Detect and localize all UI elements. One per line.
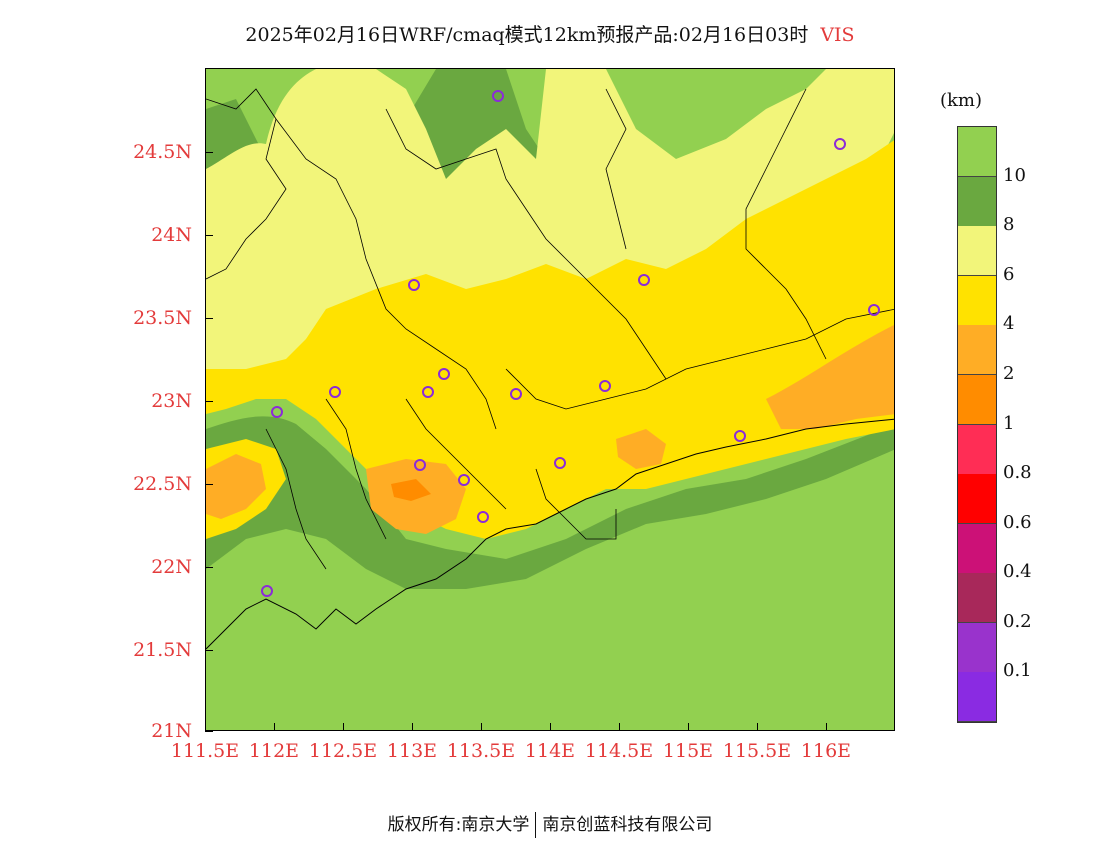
x-tick-label: 113.5E — [446, 740, 516, 762]
x-tick — [205, 723, 206, 731]
colorbar-segment — [958, 176, 996, 227]
x-tick — [412, 723, 413, 731]
y-tick-label: 21N — [151, 720, 192, 742]
y-tick-label: 22.5N — [133, 473, 192, 495]
y-tick — [205, 152, 213, 153]
colorbar-level-label: 10 — [1003, 164, 1026, 186]
x-tick-label: 115E — [662, 740, 714, 762]
colorbar-level-label: 8 — [1003, 214, 1015, 236]
colorbar-segment — [958, 672, 996, 723]
colorbar-segment — [958, 127, 996, 178]
footer-right: 南京创蓝科技有限公司 — [542, 815, 713, 835]
y-tick-label: 23.5N — [133, 307, 192, 329]
title-variable: VIS — [820, 24, 855, 46]
x-tick — [619, 723, 620, 731]
colorbar-level-label: 1 — [1003, 412, 1015, 434]
station-marker[interactable] — [638, 274, 650, 286]
station-marker[interactable] — [438, 368, 450, 380]
y-tick — [205, 318, 213, 319]
x-tick-label: 112E — [248, 740, 300, 762]
colorbar-segment — [958, 275, 996, 326]
station-marker[interactable] — [554, 457, 566, 469]
y-tick-label: 21.5N — [133, 639, 192, 661]
colorbar-level-label: 0.1 — [1003, 660, 1032, 682]
x-tick — [757, 723, 758, 731]
station-marker[interactable] — [408, 279, 420, 291]
colorbar-level-label: 6 — [1003, 263, 1015, 285]
colorbar — [957, 126, 997, 723]
y-tick — [205, 731, 213, 732]
vis-band-2-4 — [206, 454, 266, 519]
footer-separator — [535, 812, 537, 838]
y-tick-label: 24N — [151, 224, 192, 246]
x-tick-label: 115.5E — [722, 740, 792, 762]
colorbar-level-label: 0.8 — [1003, 462, 1032, 484]
y-tick — [205, 650, 213, 651]
x-tick — [550, 723, 551, 731]
coastline — [206, 418, 894, 650]
colorbar-unit: (km) — [940, 90, 983, 111]
x-tick — [826, 723, 827, 731]
station-marker[interactable] — [510, 388, 522, 400]
station-marker[interactable] — [477, 511, 489, 523]
x-tick-label: 114E — [524, 740, 576, 762]
y-tick — [205, 235, 213, 236]
station-marker[interactable] — [329, 386, 341, 398]
x-tick-label: 113E — [386, 740, 438, 762]
vis-band-8-10 — [206, 416, 894, 589]
colorbar-level-label: 2 — [1003, 362, 1015, 384]
colorbar-segment — [958, 622, 996, 673]
station-marker[interactable] — [492, 90, 504, 102]
colorbar-segment — [958, 474, 996, 525]
station-marker[interactable] — [271, 406, 283, 418]
admin-boundaries — [206, 88, 894, 570]
colorbar-level-label: 0.2 — [1003, 610, 1032, 632]
colorbar-level-label: 0.6 — [1003, 511, 1032, 533]
title-main: 2025年02月16日WRF/cmaq模式12km预报产品:02月16日03时 — [245, 24, 809, 46]
station-marker[interactable] — [599, 380, 611, 392]
colorbar-level-label: 4 — [1003, 313, 1015, 335]
x-tick-label: 114.5E — [584, 740, 654, 762]
y-tick-label: 24.5N — [133, 141, 192, 163]
y-tick — [205, 484, 213, 485]
colorbar-segment — [958, 325, 996, 376]
x-tick — [343, 723, 344, 731]
vis-band-4-6 — [206, 140, 894, 539]
station-marker[interactable] — [422, 386, 434, 398]
colorbar-segment — [958, 226, 996, 277]
colorbar-segment — [958, 573, 996, 624]
vis-band-2-4 — [616, 429, 666, 469]
station-marker[interactable] — [834, 138, 846, 150]
vis-band-2-4 — [766, 325, 894, 429]
colorbar-segment — [958, 523, 996, 574]
x-tick — [481, 723, 482, 731]
vis-band-1-2 — [391, 479, 431, 501]
station-marker[interactable] — [868, 304, 880, 316]
y-tick — [205, 401, 213, 402]
visibility-field — [206, 69, 894, 730]
colorbar-level-label: 0.4 — [1003, 561, 1032, 583]
footer-left: 版权所有:南京大学 — [387, 815, 530, 835]
y-tick-label: 23N — [151, 390, 192, 412]
x-tick-label: 111.5E — [170, 740, 240, 762]
map-title: 2025年02月16日WRF/cmaq模式12km预报产品:02月16日03时 V… — [0, 20, 1100, 47]
y-tick — [205, 567, 213, 568]
colorbar-segment — [958, 424, 996, 475]
station-marker[interactable] — [734, 430, 746, 442]
x-tick — [274, 723, 275, 731]
station-markers — [261, 90, 880, 597]
x-tick-label: 112.5E — [308, 740, 378, 762]
colorbar-segment — [958, 374, 996, 425]
x-tick — [688, 723, 689, 731]
forecast-map — [205, 68, 895, 731]
copyright-footer: 版权所有:南京大学 南京创蓝科技有限公司 — [0, 810, 1100, 838]
station-marker[interactable] — [261, 585, 273, 597]
x-tick-label: 116E — [800, 740, 852, 762]
y-tick-label: 22N — [151, 556, 192, 578]
station-marker[interactable] — [414, 459, 426, 471]
vis-band-6-8 — [316, 79, 416, 229]
station-marker[interactable] — [458, 474, 470, 486]
